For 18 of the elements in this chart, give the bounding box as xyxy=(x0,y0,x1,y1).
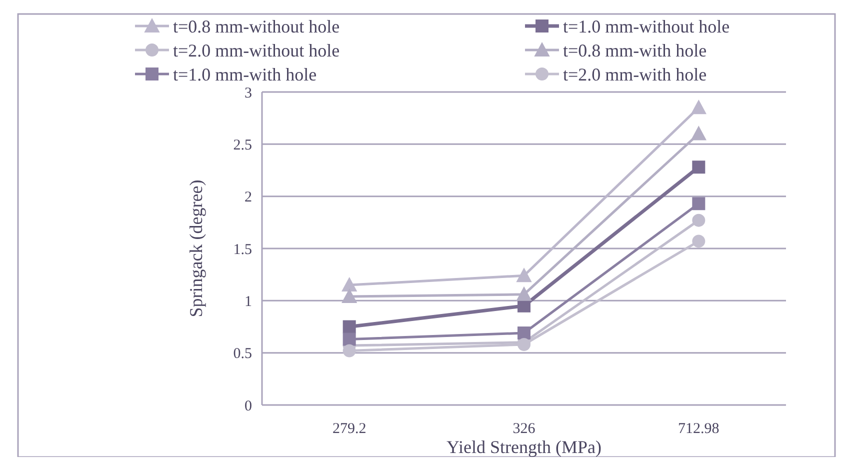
y-tick-label: 1.5 xyxy=(233,242,252,258)
x-axis-title: Yield Strength (MPa) xyxy=(446,437,602,457)
x-tick-label: 279.2 xyxy=(332,421,366,437)
y-axis-title: Springack (degree) xyxy=(186,180,206,318)
legend-label: t=1.0 mm-without hole xyxy=(563,16,730,36)
legend-label: t=1.0 mm-with hole xyxy=(173,64,317,84)
x-tick-label: 326 xyxy=(512,421,536,437)
legend-label: t=0.8 mm-without hole xyxy=(173,16,340,36)
y-tick-label: 1 xyxy=(244,294,252,310)
legend-label: t=0.8 mm-with hole xyxy=(563,40,707,60)
y-tick-label: 2 xyxy=(244,190,252,206)
y-tick-label: 0.5 xyxy=(233,346,252,362)
x-tick-label: 712.98 xyxy=(678,421,720,437)
y-tick-label: 2.5 xyxy=(233,137,252,154)
legend-label: t=2.0 mm-with hole xyxy=(563,64,707,84)
y-tick-label: 0 xyxy=(244,398,252,414)
legend-label: t=2.0 mm-without hole xyxy=(173,40,340,60)
y-tick-label: 3 xyxy=(244,85,252,102)
